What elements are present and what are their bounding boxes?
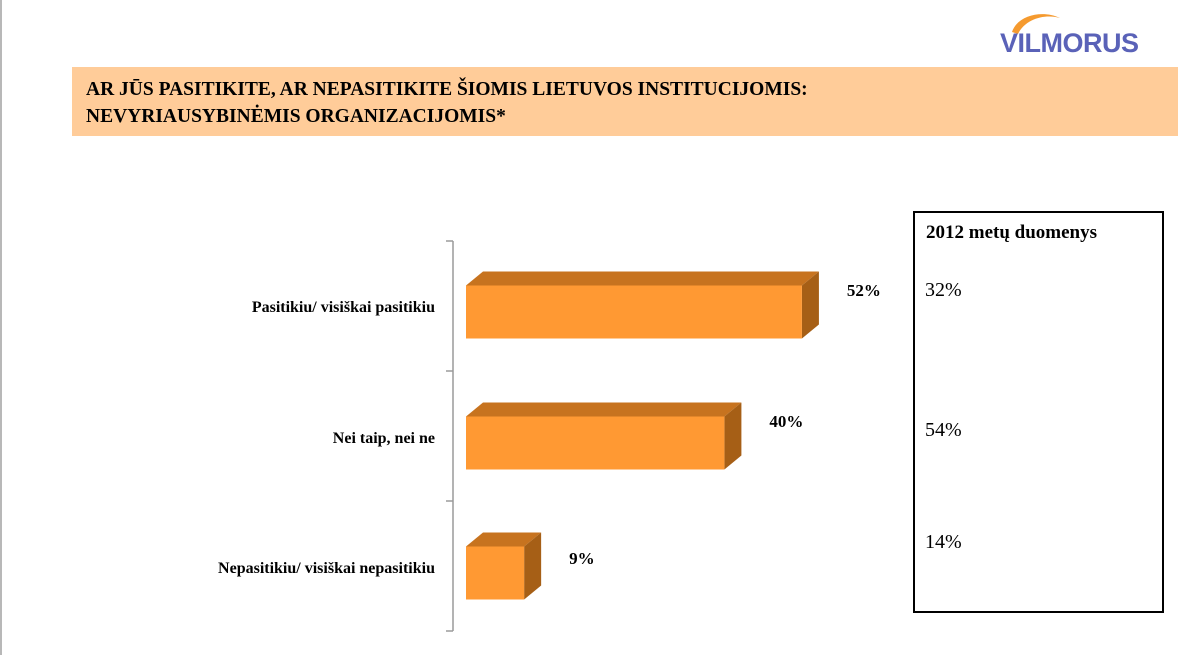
comparison-value-1: 32% [925, 279, 962, 301]
bar-top-face [466, 271, 819, 286]
comparison-panel: 2012 metų duomenys 32% 54% 14% [913, 211, 1164, 613]
logo-text: VILMORUS [1000, 28, 1139, 58]
comparison-value-2: 54% [925, 419, 962, 441]
bar [466, 285, 802, 339]
data-label: 40% [769, 412, 803, 431]
vilmorus-logo: VILMORUS [996, 8, 1166, 58]
chart-title-line-2: NEVYRIAUSYBINĖMIS ORGANIZACIJOMIS* [86, 106, 506, 127]
category-label: Nepasitikiu/ visiškai nepasitikiu [218, 560, 435, 577]
bar-top-face [466, 532, 542, 547]
comparison-panel-title: 2012 metų duomenys [926, 222, 1098, 243]
title-band: AR JŪS PASITIKITE, AR NEPASITIKITE ŠIOMI… [72, 67, 1178, 136]
category-label: Pasitikiu/ visiškai pasitikiu [252, 299, 435, 316]
data-label: 52% [847, 281, 881, 300]
bar [466, 416, 725, 470]
bar-side-face [724, 402, 742, 470]
chart-title: AR JŪS PASITIKITE, AR NEPASITIKITE ŠIOMI… [86, 76, 1166, 130]
category-label: Nei taip, nei ne [333, 430, 435, 447]
data-label: 9% [569, 549, 595, 568]
chart-title-line-1: AR JŪS PASITIKITE, AR NEPASITIKITE ŠIOMI… [86, 79, 808, 100]
bar-side-face [524, 532, 542, 600]
bar-top-face [466, 402, 742, 417]
bar-side-face [801, 271, 819, 339]
bar [466, 546, 525, 600]
left-edge-rule [0, 0, 2, 655]
logo-swoosh-icon [1012, 14, 1060, 34]
comparison-value-3: 14% [925, 531, 962, 553]
